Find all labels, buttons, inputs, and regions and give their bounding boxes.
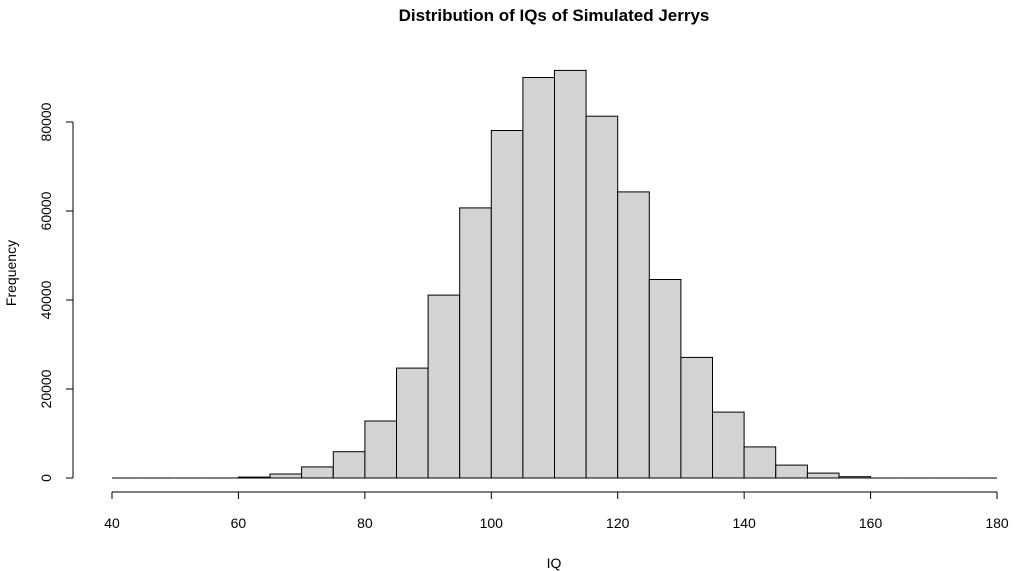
histogram-bar [680,356,714,479]
y-tick-label: 40000 [38,280,54,319]
y-axis: 0 20000 40000 60000 80000 [38,102,74,482]
x-tick-label: 80 [357,515,373,531]
histogram-bar [806,472,840,479]
x-tick-label: 60 [231,515,247,531]
x-tick-label: 100 [480,515,504,531]
x-axis: 40 60 80 100 120 140 160 180 [104,491,1009,531]
chart-title: Distribution of IQs of Simulated Jerrys [399,6,710,25]
x-axis-label: IQ [547,555,562,571]
bars-group [112,69,997,479]
histogram-bar [743,446,777,479]
histogram-bar [712,411,745,479]
x-tick-label: 140 [732,515,756,531]
x-tick-label: 120 [606,515,630,531]
y-axis-label: Frequency [3,240,19,306]
histogram-bar [554,69,587,479]
histogram-bar [364,420,397,479]
histogram-bar [490,130,524,479]
x-tick-label: 160 [859,515,883,531]
histogram-bar [269,473,303,479]
y-tick-label: 0 [38,474,54,482]
histogram-bar [585,115,619,479]
histogram-bar [237,476,271,479]
histogram-bar [396,367,429,479]
histogram-bar [459,207,492,479]
y-tick-label: 20000 [38,369,54,408]
histogram-bar [617,191,650,479]
y-tick-label: 60000 [38,191,54,230]
histogram-bar [522,77,556,479]
histogram-bar [838,476,872,479]
histogram-bar [775,464,808,479]
histogram-bar [427,294,461,479]
y-tick-label: 80000 [38,102,54,141]
x-tick-label: 40 [104,515,120,531]
x-tick-label: 180 [985,515,1009,531]
histogram-bar [648,279,682,479]
histogram-bar [301,466,334,479]
histogram-bar [332,451,366,479]
